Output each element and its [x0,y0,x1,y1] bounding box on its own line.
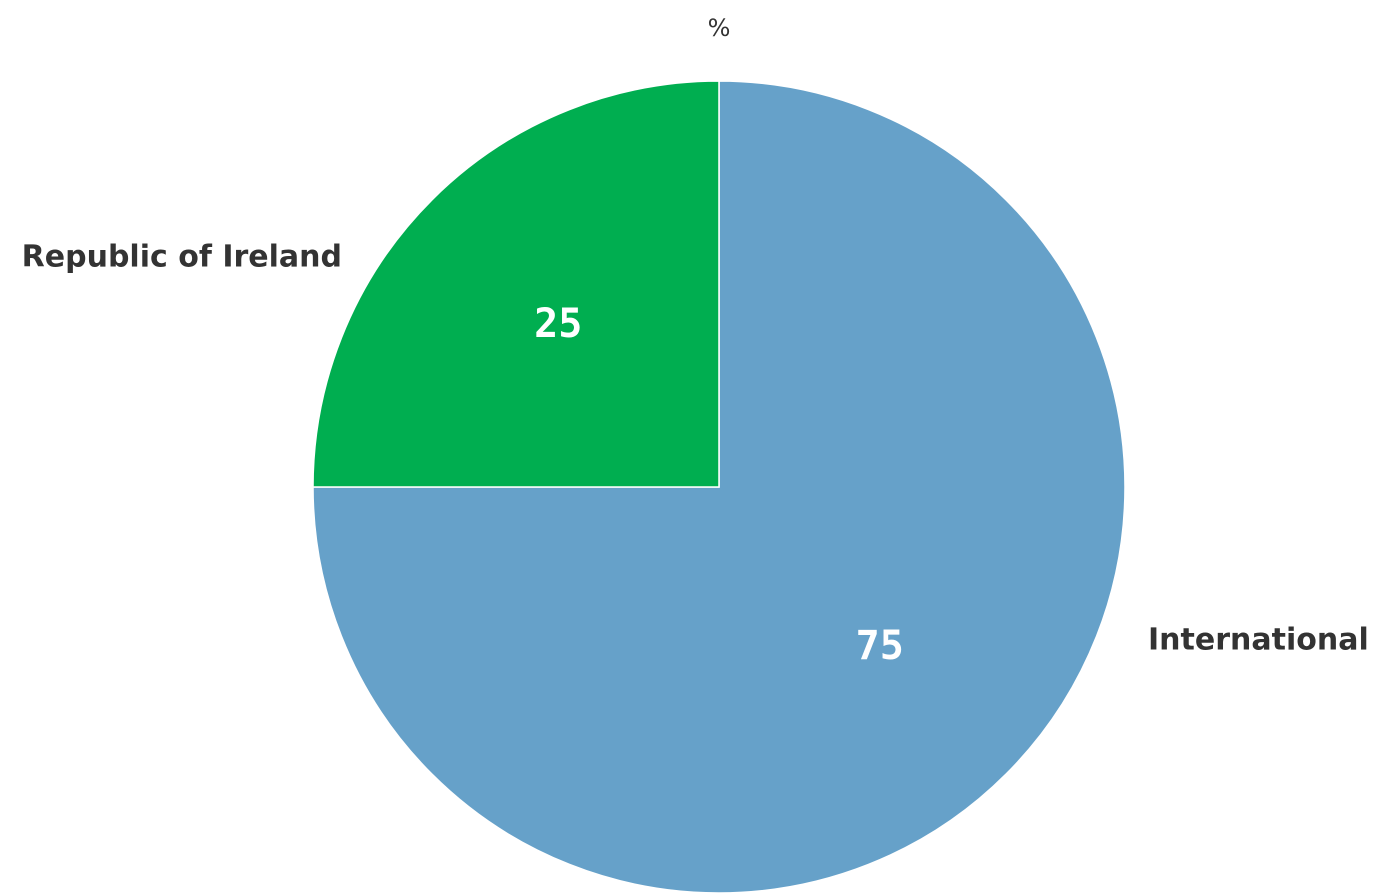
pie-slice-republic-of-ireland[interactable] [312,80,720,488]
chart-title: % [708,14,731,42]
slice-value-label: 75 [856,623,904,669]
slice-value-label: 25 [534,301,582,347]
slice-category-label: Republic of Ireland [22,240,342,275]
value-labels: 75 25 [534,301,904,669]
slice-labels: International Republic of Ireland [22,240,1369,658]
pie-slices [312,80,1126,894]
slice-category-label: International [1148,623,1369,658]
